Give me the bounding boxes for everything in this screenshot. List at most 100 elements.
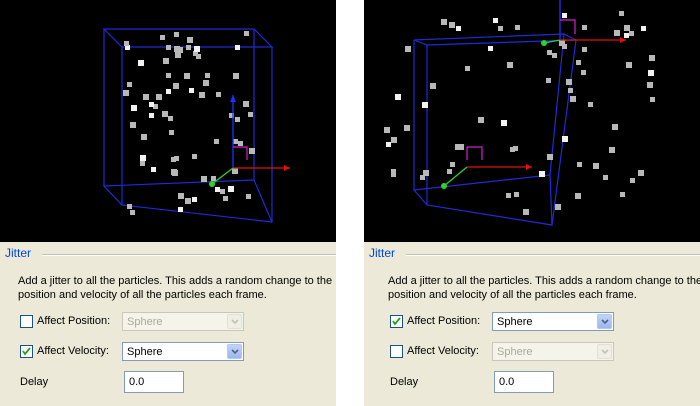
particle: [539, 171, 545, 177]
chevron-down-icon[interactable]: [597, 314, 612, 329]
affect-position-value: Sphere: [127, 316, 163, 328]
particle: [582, 25, 587, 30]
particle: [641, 26, 646, 31]
particle: [404, 125, 410, 131]
particle: [127, 82, 132, 87]
particle: [566, 79, 572, 85]
particle-viewport[interactable]: [364, 0, 700, 242]
particle: [232, 168, 238, 174]
affect-position-select: Sphere: [122, 312, 244, 331]
jitter-panel-right: Jitter Add a jitter to all the particles…: [364, 0, 700, 406]
particle: [153, 104, 158, 109]
affect-position-checkbox[interactable]: [20, 315, 33, 328]
particle: [562, 136, 568, 142]
check-icon: [392, 317, 401, 326]
particle: [196, 54, 201, 59]
particle: [123, 90, 129, 96]
particle: [205, 73, 210, 78]
group-divider: [42, 254, 336, 256]
particle: [568, 88, 573, 93]
particle: [127, 204, 132, 209]
affect-velocity-checkbox[interactable]: [20, 345, 33, 358]
particle: [609, 147, 615, 153]
particle: [141, 134, 147, 140]
particle: [576, 60, 581, 65]
particle: [384, 127, 390, 133]
particle: [650, 97, 655, 102]
affect-velocity-checkbox[interactable]: [390, 345, 403, 358]
particle: [171, 169, 177, 175]
particle: [140, 161, 145, 166]
particle: [216, 92, 221, 97]
particle: [510, 147, 515, 152]
particle: [603, 175, 608, 180]
affect-position-row: Affect Position: Sphere: [390, 312, 690, 332]
particle: [391, 169, 396, 174]
particle: [249, 148, 255, 154]
delay-label: Delay: [390, 376, 419, 388]
particle: [430, 83, 436, 89]
particle: [449, 22, 455, 28]
particle: [156, 94, 162, 100]
delay-label: Delay: [20, 376, 49, 388]
particle: [233, 73, 239, 79]
particles: [384, 11, 655, 215]
particle: [193, 51, 198, 56]
particle: [546, 78, 551, 83]
particle: [624, 33, 629, 38]
particle: [223, 196, 228, 201]
check-icon: [22, 347, 31, 356]
delay-input[interactable]: 0.0: [494, 371, 554, 393]
particle: [187, 37, 193, 43]
particle: [488, 46, 493, 51]
particle: [173, 83, 179, 89]
particle: [559, 40, 565, 46]
particle: [203, 80, 209, 86]
particle: [570, 96, 576, 102]
particle: [638, 170, 644, 176]
jitter-properties: Jitter Add a jitter to all the particles…: [0, 242, 336, 406]
particle: [562, 44, 567, 49]
particle: [575, 193, 581, 199]
particle: [178, 193, 184, 199]
group-divider: [406, 254, 700, 256]
chevron-down-icon: [597, 344, 612, 359]
particle: [199, 92, 205, 98]
transform-gizmo: [209, 95, 290, 187]
particle: [423, 170, 429, 176]
affect-position-checkbox[interactable]: [390, 315, 403, 328]
particle: [185, 198, 191, 204]
affect-position-select[interactable]: Sphere: [492, 312, 614, 331]
chevron-down-icon[interactable]: [227, 344, 242, 359]
affect-position-label: Affect Position:: [37, 315, 111, 327]
particle: [562, 13, 567, 18]
affect-velocity-select[interactable]: Sphere: [122, 342, 244, 361]
particle: [214, 139, 219, 144]
particle: [201, 176, 207, 182]
particle: [178, 207, 183, 212]
particle: [189, 88, 194, 93]
affect-position-value: Sphere: [497, 316, 533, 328]
particle: [620, 192, 625, 197]
bounding-box: [412, 33, 577, 226]
particle: [626, 62, 632, 68]
particle: [422, 102, 428, 108]
delay-input[interactable]: 0.0: [124, 371, 184, 393]
particle: [507, 62, 513, 68]
delay-row: Delay 0.0: [20, 371, 330, 393]
particle: [515, 25, 520, 30]
particle: [174, 46, 180, 52]
particle: [593, 163, 599, 169]
particle: [649, 55, 655, 61]
particle: [447, 169, 452, 174]
transform-gizmo-bottom: [441, 146, 532, 189]
particle: [420, 175, 425, 180]
jitter-description: Add a jitter to all the particles. This …: [388, 275, 700, 301]
particle-viewport[interactable]: [0, 0, 336, 242]
particle: [166, 89, 171, 94]
particle: [194, 46, 200, 52]
particle: [614, 30, 620, 36]
particle: [577, 162, 582, 167]
particle: [244, 31, 249, 36]
affect-velocity-label: Affect Velocity:: [407, 345, 479, 357]
